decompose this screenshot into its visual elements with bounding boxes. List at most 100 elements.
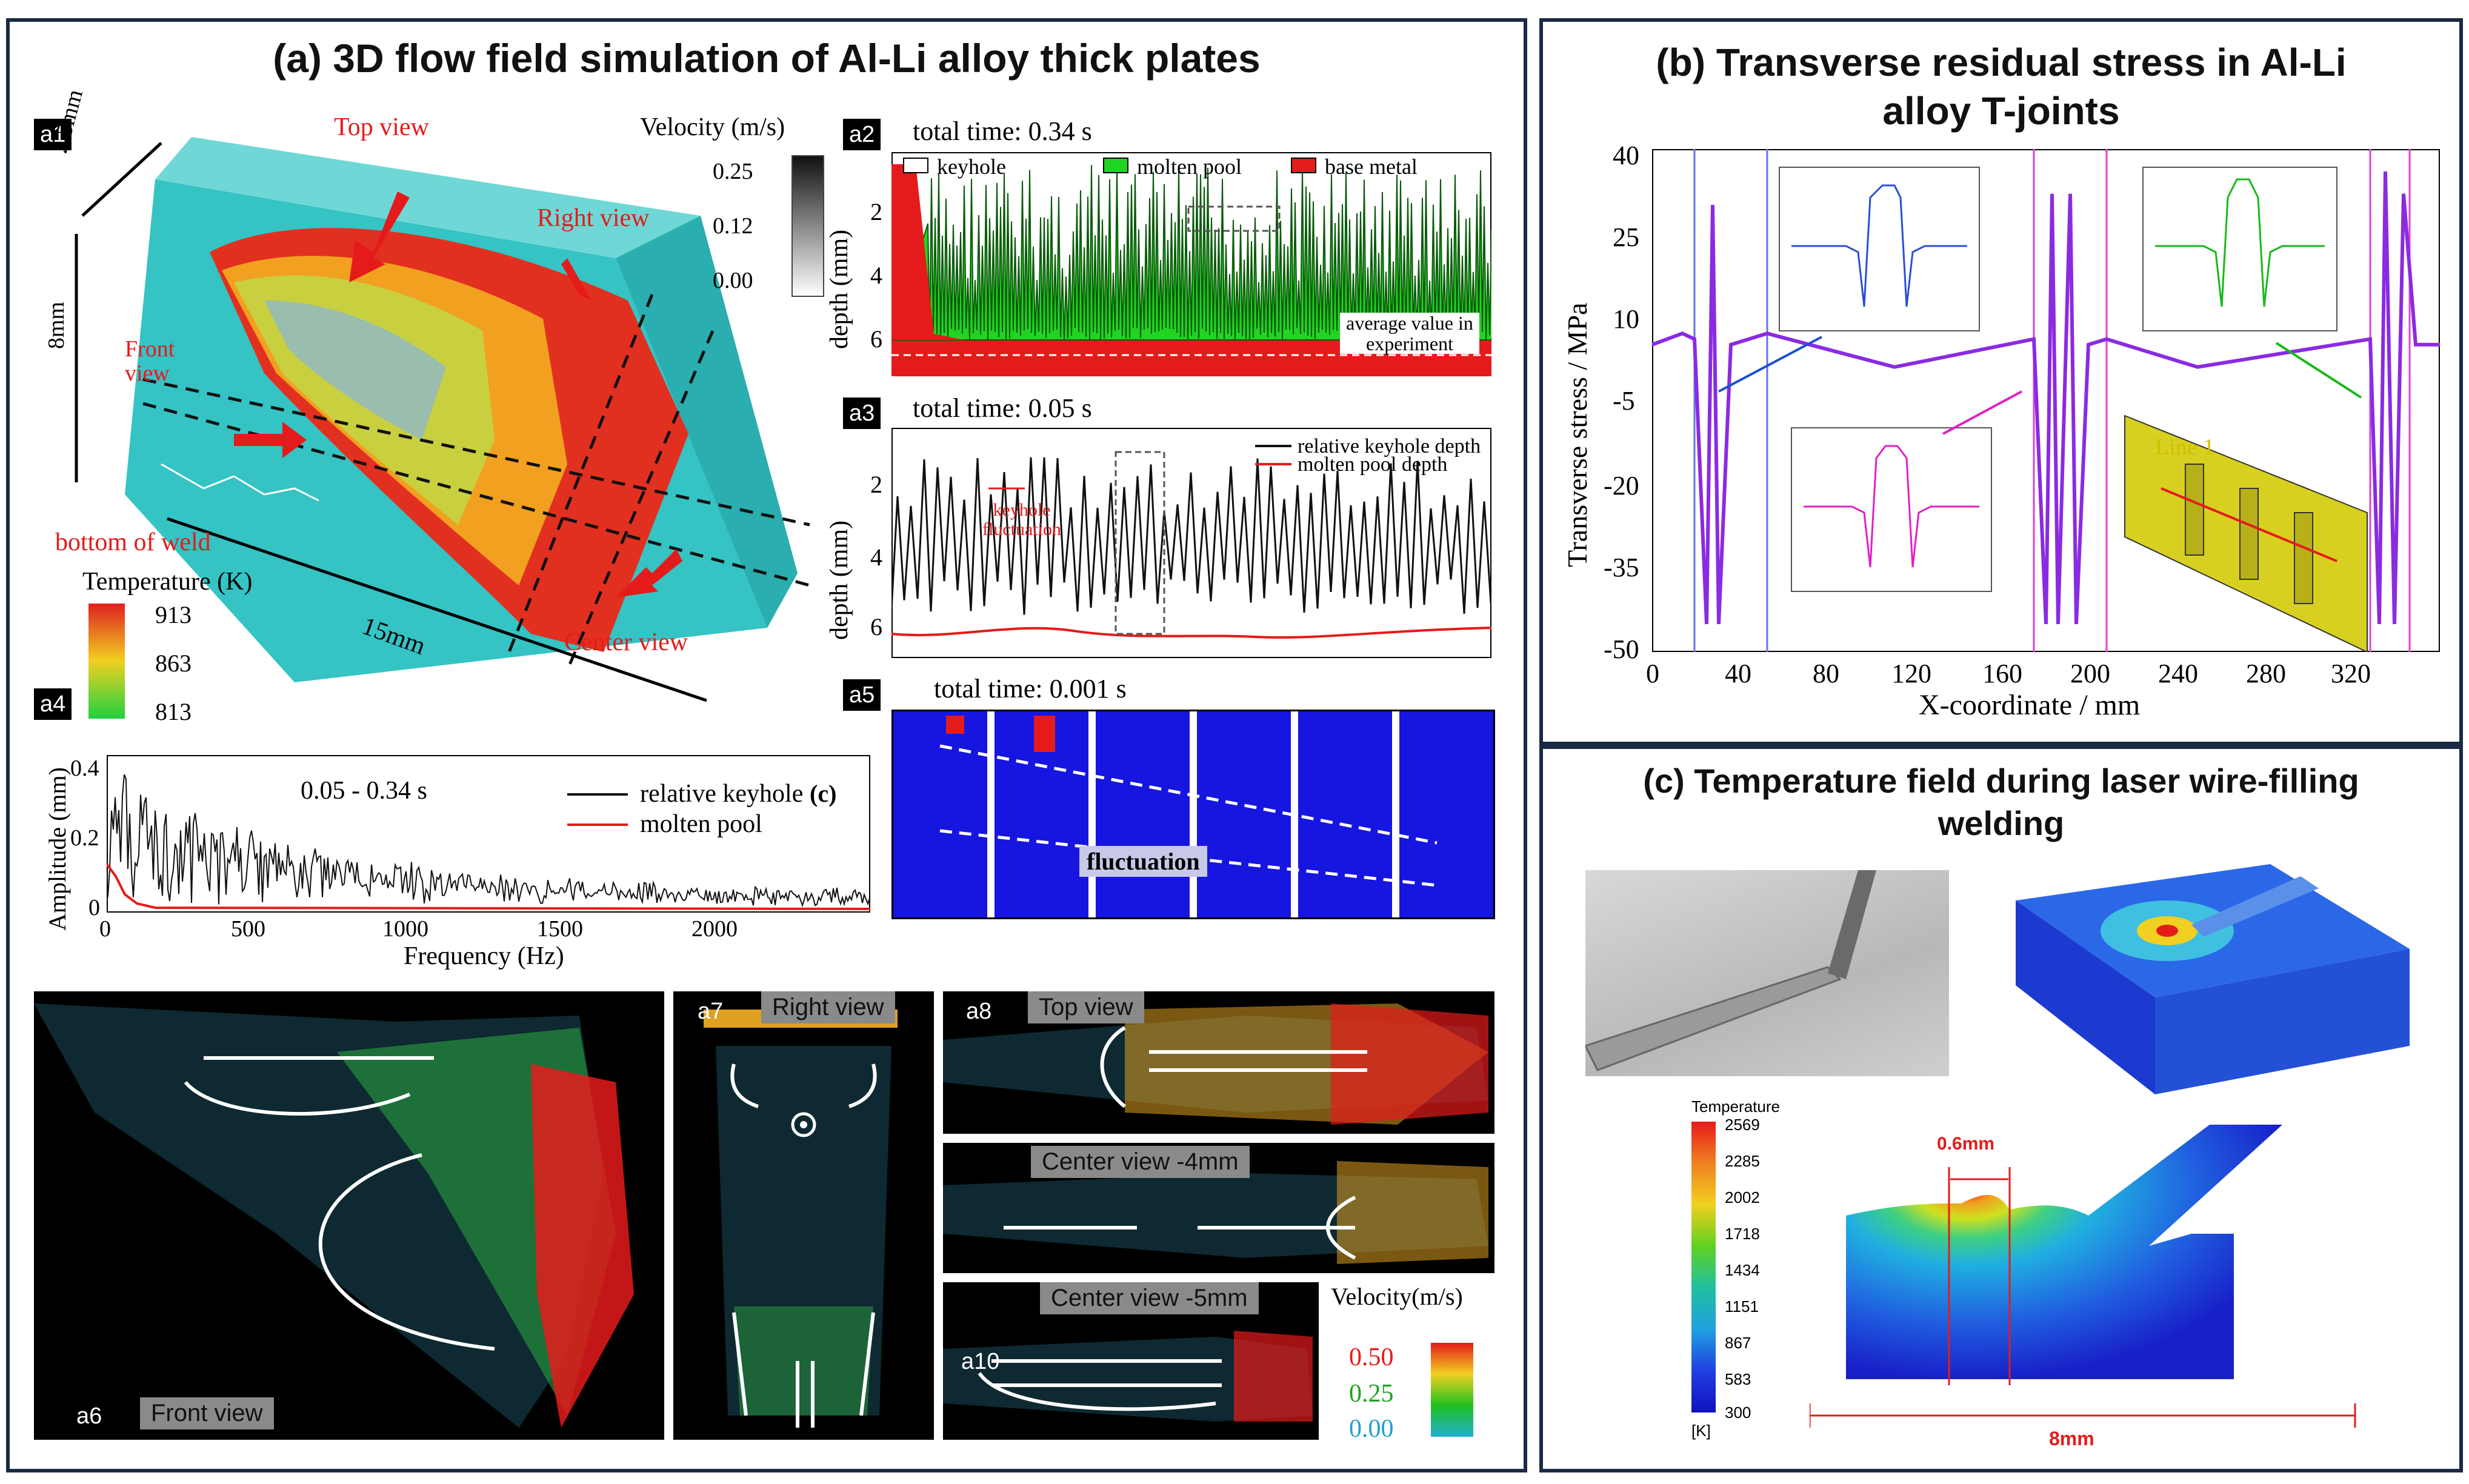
a1-velocity-colorbar	[791, 155, 824, 297]
a5-overlay	[939, 716, 1438, 887]
a2-note: average value in experiment	[1340, 313, 1479, 354]
c-legend-tick-4: 1434	[1725, 1261, 1760, 1279]
a6-panel	[34, 991, 664, 1440]
c-legend-tick-8: 300	[1725, 1403, 1751, 1422]
b-xtick-4: 160	[1982, 659, 2022, 688]
a4-ytick-2: 0	[88, 895, 100, 920]
a5-frames	[891, 710, 1495, 919]
b-xlabel: X-coordinate / mm	[1919, 689, 2141, 721]
a3-ytick-0: 2	[870, 471, 882, 498]
panel-a: (a) 3D flow field simulation of Al-Li al…	[6, 18, 1527, 1472]
c-legend-title: Temperature	[1691, 1097, 1780, 1116]
a3-ytick-1: 4	[870, 544, 882, 571]
tag-a1: a1	[34, 119, 72, 150]
a1-temp-tick-0: 913	[155, 601, 192, 628]
panel-c-title-2: welding	[1938, 804, 2065, 842]
a1-velocity-tick-0: 0.25	[713, 159, 753, 184]
a10-label: Center view -5mm	[1040, 1282, 1259, 1314]
a5-time: total time: 0.001 s	[934, 674, 1127, 704]
a1-dim-left: 8mm	[44, 301, 69, 349]
a1-top-view-label: Top view	[334, 113, 429, 141]
a2-ylabel: depth (mm)	[825, 229, 853, 349]
a7-tag: a7	[698, 999, 724, 1024]
panel-c-title-1: (c) Temperature field during laser wire-…	[1643, 762, 2359, 800]
c-cross-section	[1810, 1125, 2356, 1428]
c-legend-tick-3: 1718	[1725, 1225, 1760, 1243]
a1-right-view-label: Right view	[537, 204, 650, 232]
a4-xtick-0: 0	[99, 916, 111, 942]
panel-c: (c) Temperature field during laser wire-…	[1539, 745, 2463, 1472]
a3-legend-keyhole: relative keyhole depth	[1298, 435, 1481, 458]
a1-temp-colorbar	[88, 604, 125, 719]
b-ytick-1: 25	[1613, 222, 1639, 252]
b-ylabel: Transverse stress / MPa	[1562, 302, 1593, 567]
a3-annotation: keyhole fluctuation	[982, 500, 1061, 539]
a4-xlabel: Frequency (Hz)	[404, 942, 564, 970]
a1-3d-block	[75, 137, 810, 702]
a8-tag: a8	[966, 999, 992, 1024]
c-legend-tick-7: 583	[1725, 1370, 1751, 1388]
c-dim-large: 8mm	[2049, 1428, 2094, 1449]
c-legend-tick-2: 2002	[1725, 1188, 1760, 1206]
a9-label: Center view -4mm	[1031, 1146, 1250, 1178]
a3-chart	[891, 428, 1491, 658]
b-ytick-6: -50	[1604, 634, 1639, 664]
a2-time: total time: 0.34 s	[913, 116, 1092, 146]
tag-a3: a3	[843, 398, 881, 429]
c-legend-tick-0: 2569	[1725, 1116, 1760, 1134]
b-ytick-5: -35	[1604, 553, 1639, 582]
a1-temp-tick-1: 863	[155, 650, 192, 677]
a7-panel	[673, 991, 934, 1440]
b-chart	[1652, 149, 2440, 652]
a1-center-view-label: Center view	[564, 628, 688, 656]
a1-front-view-label: Front view	[125, 336, 175, 386]
a3-ytick-2: 6	[870, 613, 882, 641]
c-legend-unit: [K]	[1691, 1422, 1711, 1440]
a4-legend-molten: molten pool	[640, 810, 762, 838]
a1-bottom-weld-label: bottom of weld	[55, 528, 211, 556]
a2-ytick-0: 2	[870, 198, 882, 225]
a1-velocity-title: Velocity (m/s)	[640, 113, 785, 141]
b-ytick-3: -5	[1613, 386, 1635, 416]
a8-label: Top view	[1028, 991, 1144, 1023]
b-xtick-0: 0	[1646, 659, 1659, 688]
a7-label: Right view	[761, 991, 895, 1023]
b-xtick-1: 40	[1725, 659, 1751, 688]
a4-xtick-2: 1000	[382, 916, 428, 942]
a6-label: Front view	[140, 1397, 274, 1429]
a1-velocity-tick-2: 0.00	[713, 268, 753, 293]
b-xtick-2: 80	[1813, 659, 1839, 688]
b-ytick-4: -20	[1604, 471, 1639, 501]
c-legend-colorbar	[1691, 1122, 1716, 1412]
c-legend-tick-6: 867	[1725, 1334, 1751, 1352]
a4-corner: (c)	[810, 780, 837, 807]
a2-legend-keyhole: keyhole	[937, 155, 1006, 179]
b-xtick-3: 120	[1891, 659, 1931, 688]
c-dim-small: 0.6mm	[1937, 1134, 1995, 1154]
b-xtick-8: 320	[2331, 659, 2371, 688]
vel-legend-title: Velocity(m/s)	[1331, 1283, 1463, 1310]
tag-a4: a4	[34, 688, 72, 720]
b-xtick-5: 200	[2070, 659, 2110, 688]
c-photo	[1584, 870, 1949, 1076]
a1-temp-title: Temperature (K)	[82, 568, 253, 596]
a4-xtick-1: 500	[231, 916, 265, 942]
a1-temp-tick-2: 813	[155, 698, 192, 725]
a5-label: fluctuation	[1079, 846, 1207, 877]
vel-legend-tick-0: 0.50	[1349, 1343, 1394, 1371]
a6-tag: a6	[76, 1403, 102, 1429]
b-ytick-2: 10	[1613, 304, 1639, 334]
a3-legend-molten: molten pool depth	[1298, 453, 1448, 476]
a4-ytick-0: 0.4	[70, 756, 99, 781]
c-3d-sim	[2016, 864, 2410, 1094]
b-xtick-6: 240	[2158, 659, 2198, 688]
a8-panel	[943, 991, 1494, 1134]
a4-ylabel: Amplitude (mm)	[44, 767, 71, 931]
vel-legend-tick-2: 0.00	[1349, 1415, 1394, 1443]
b-xtick-7: 280	[2246, 659, 2286, 688]
tag-a5: a5	[843, 679, 881, 711]
a3-time: total time: 0.05 s	[913, 393, 1092, 423]
a1-velocity-tick-1: 0.12	[713, 213, 753, 239]
panel-a-title: (a) 3D flow field simulation of Al-Li al…	[273, 36, 1261, 81]
a4-chart	[107, 755, 870, 913]
